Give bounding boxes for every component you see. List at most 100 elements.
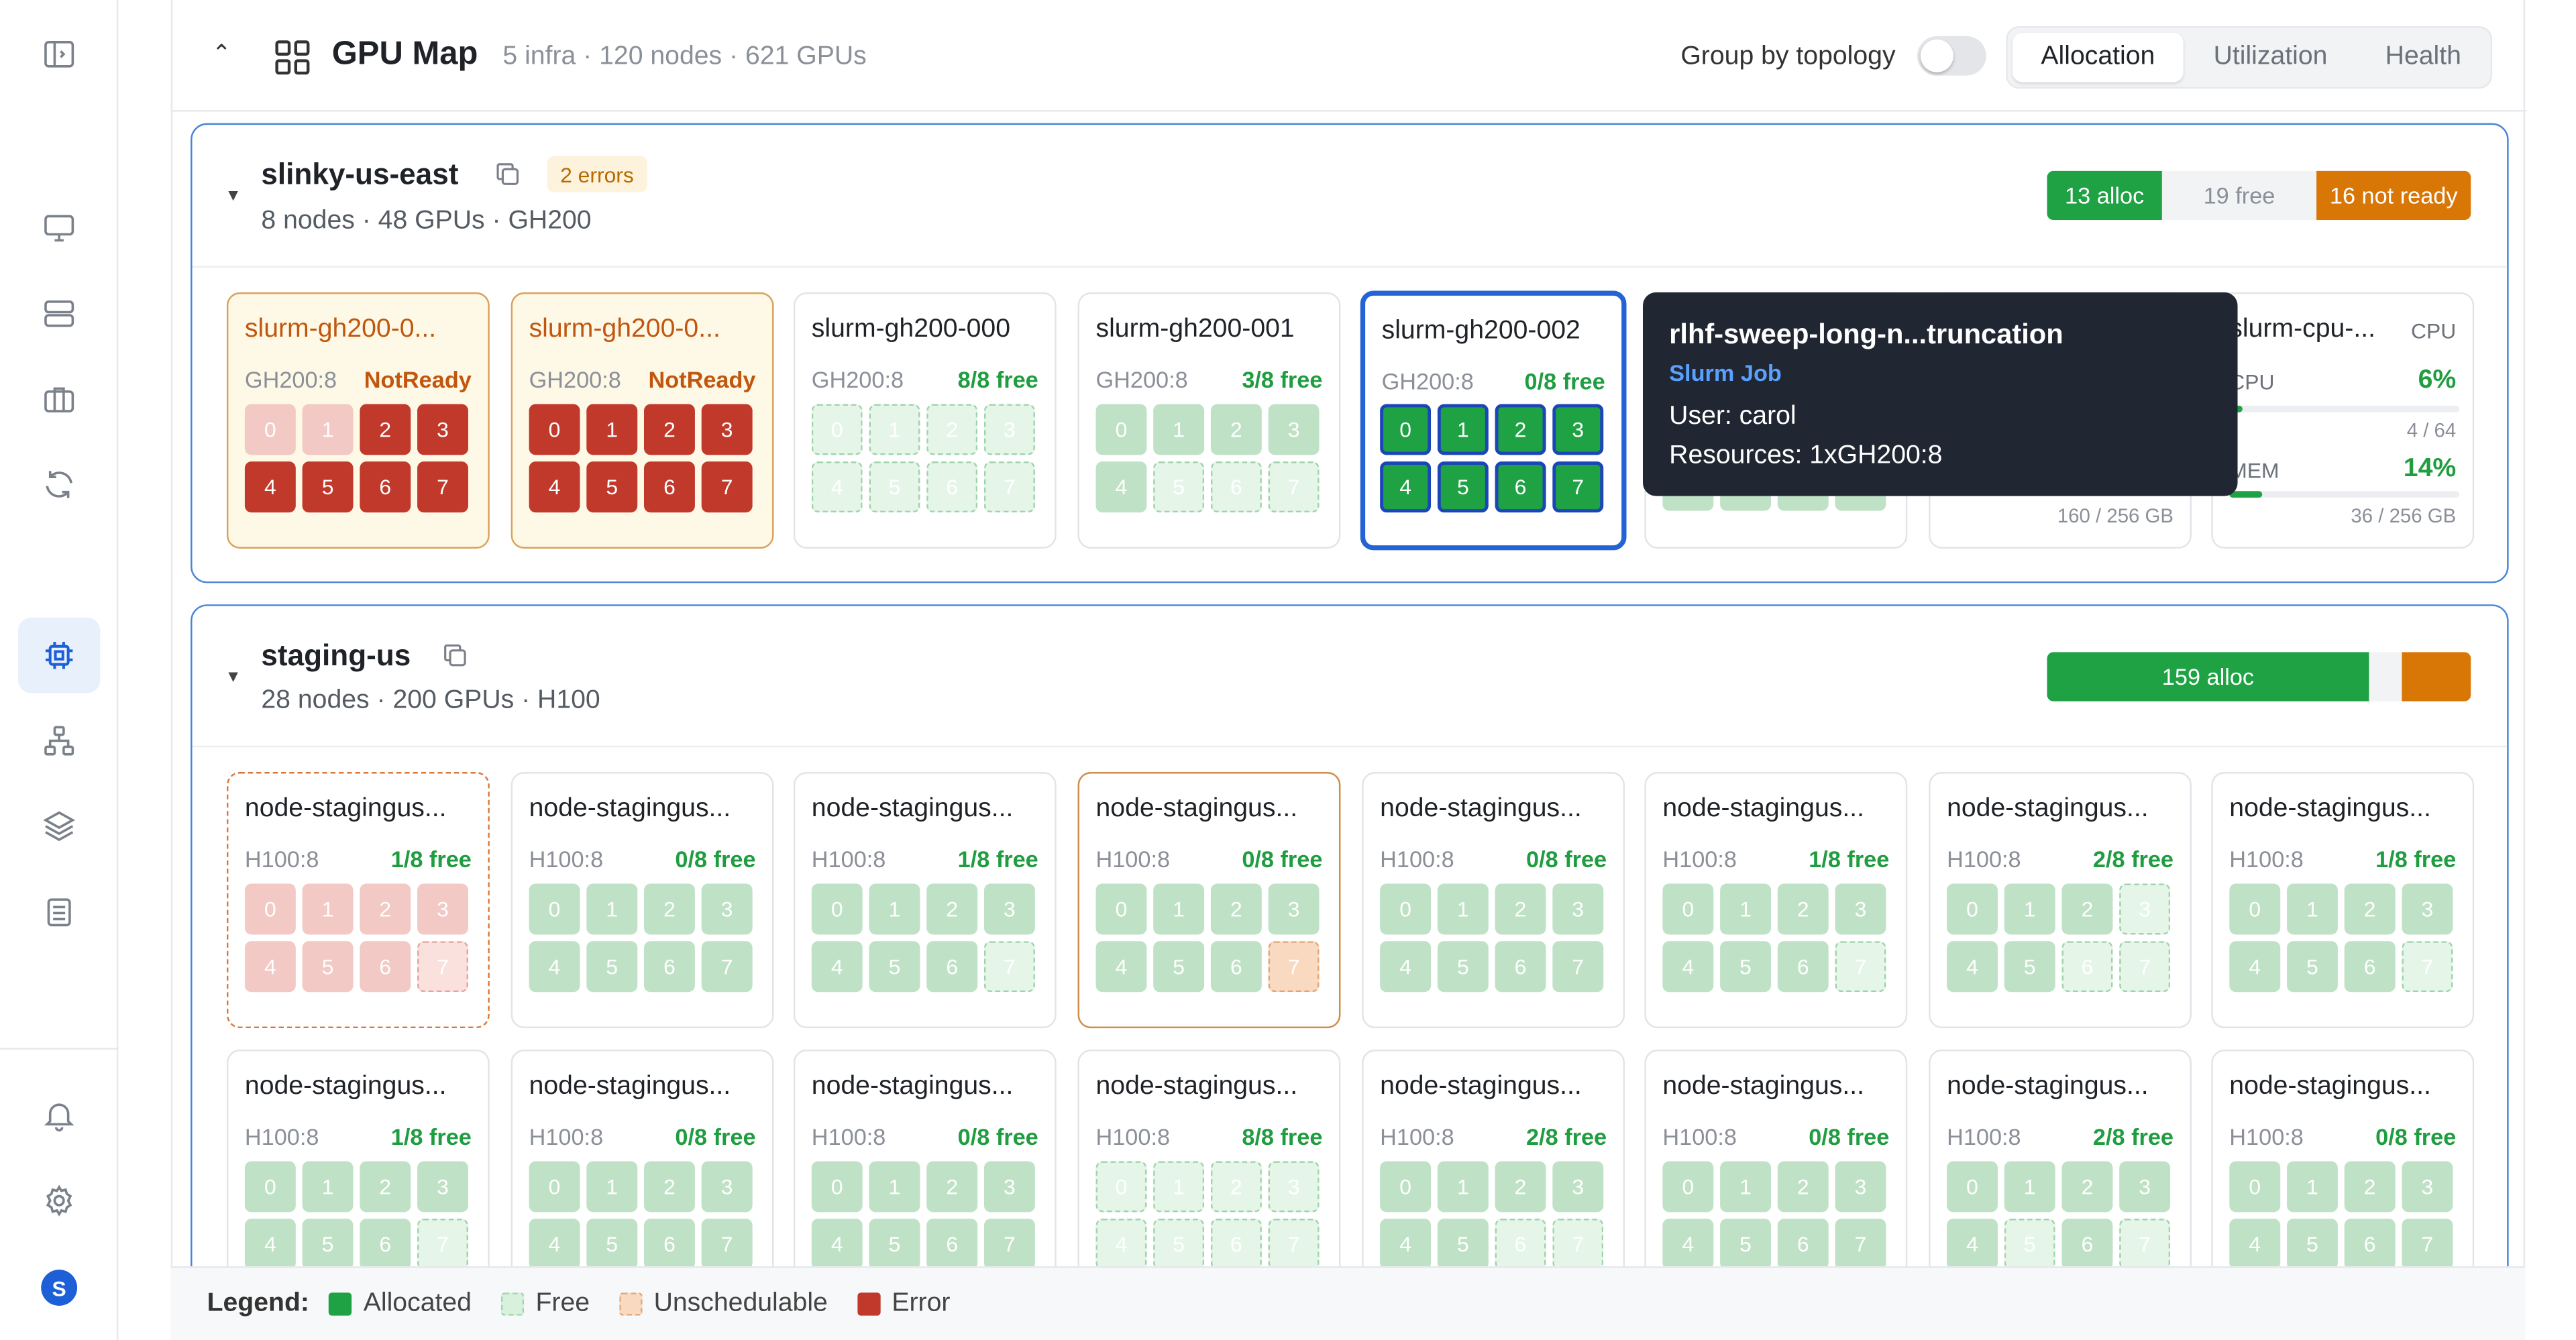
tab-allocation[interactable]: Allocation: [2012, 32, 2184, 82]
gpu-cell[interactable]: 7: [1835, 941, 1886, 993]
gpu-cell[interactable]: 0: [1095, 1161, 1147, 1213]
gpu-cell[interactable]: 3: [417, 1161, 468, 1213]
gpu-cell[interactable]: 0: [1095, 883, 1147, 935]
gpu-cell[interactable]: 0: [1380, 404, 1432, 455]
gpu-cell[interactable]: 7: [1552, 941, 1604, 993]
node-card[interactable]: node-stagingus... H100:8 0/8 free 0 1 2 3 4 5 6 7: [1077, 772, 1341, 1029]
gpu-cell[interactable]: 0: [244, 883, 296, 935]
node-card[interactable]: slurm-gh200-0... GH200:8 NotReady 0 1 2 3 4 5 6 7: [226, 292, 490, 549]
gpu-cell[interactable]: 7: [983, 1219, 1035, 1270]
gpu-cell[interactable]: 3: [1268, 883, 1320, 935]
gpu-cell[interactable]: 7: [701, 1219, 753, 1270]
gpu-cell[interactable]: 2: [644, 1161, 695, 1213]
gpu-cell[interactable]: 3: [1552, 883, 1604, 935]
gpu-cell[interactable]: 3: [983, 883, 1035, 935]
node-card[interactable]: node-stagingus... H100:8 8/8 free 0 1 2 3 4 5 6 7: [1077, 1049, 1341, 1293]
gpu-cell[interactable]: 5: [2004, 1219, 2055, 1270]
gpu-cell[interactable]: 7: [1835, 1219, 1886, 1270]
gpu-cell[interactable]: 7: [983, 461, 1035, 513]
gpu-cell[interactable]: 2: [1495, 404, 1546, 455]
gpu-cell[interactable]: 2: [2061, 883, 2113, 935]
gpu-cell[interactable]: 5: [586, 461, 638, 513]
gpu-cell[interactable]: 0: [811, 883, 863, 935]
gpu-cell[interactable]: 4: [1947, 1219, 1998, 1270]
gpu-cell[interactable]: 1: [1720, 883, 1772, 935]
gpu-cell[interactable]: 0: [244, 1161, 296, 1213]
gpu-cell[interactable]: 2: [1777, 1161, 1829, 1213]
gpu-cell[interactable]: 3: [1552, 1161, 1604, 1213]
gpu-cell[interactable]: 4: [1380, 461, 1432, 513]
gpu-cell[interactable]: 1: [869, 404, 920, 455]
gpu-cell[interactable]: 6: [1495, 461, 1546, 513]
gpu-cell[interactable]: 5: [586, 1219, 638, 1270]
gpu-cell[interactable]: 7: [1268, 461, 1320, 513]
gpu-cell[interactable]: 4: [2229, 1219, 2281, 1270]
gpu-cell[interactable]: 0: [1947, 1161, 1998, 1213]
gpu-cell[interactable]: 5: [1153, 1219, 1205, 1270]
gpu-cell[interactable]: 4: [244, 1219, 296, 1270]
node-card[interactable]: node-stagingus... H100:8 0/8 free 0 1 2 3 4 5 6 7: [511, 772, 774, 1029]
gpu-cell[interactable]: 7: [2402, 941, 2453, 993]
gpu-cell[interactable]: 3: [417, 404, 468, 455]
gpu-cell[interactable]: 4: [529, 941, 580, 993]
gpu-cell[interactable]: 6: [2344, 1219, 2396, 1270]
clipboard-icon[interactable]: [30, 882, 89, 941]
gpu-cell[interactable]: 5: [869, 941, 920, 993]
gpu-cell[interactable]: 2: [926, 404, 978, 455]
gpu-cell[interactable]: 4: [811, 1219, 863, 1270]
server-icon[interactable]: [30, 284, 89, 343]
gpu-cell[interactable]: 0: [529, 404, 580, 455]
gpu-cell[interactable]: 2: [1495, 1161, 1546, 1213]
gpu-cell[interactable]: 5: [302, 1219, 354, 1270]
gpu-cell[interactable]: 7: [701, 461, 753, 513]
gpu-cell[interactable]: 2: [1210, 1161, 1262, 1213]
gpu-cell[interactable]: 7: [1268, 1219, 1320, 1270]
gpu-cell[interactable]: 6: [1777, 941, 1829, 993]
gpu-cell[interactable]: 5: [2004, 941, 2055, 993]
gpu-cell[interactable]: 3: [701, 1161, 753, 1213]
gpu-cell[interactable]: 6: [644, 941, 695, 993]
gpu-cell[interactable]: 4: [1095, 941, 1147, 993]
gpu-cell[interactable]: 1: [586, 404, 638, 455]
gpu-cell[interactable]: 6: [360, 461, 411, 513]
gpu-cell[interactable]: 0: [1380, 1161, 1432, 1213]
gpu-cell[interactable]: 2: [926, 883, 978, 935]
gpu-cell[interactable]: 0: [1095, 404, 1147, 455]
gpu-cell[interactable]: 5: [1437, 941, 1489, 993]
gpu-cell[interactable]: 1: [2287, 1161, 2338, 1213]
gpu-cell[interactable]: 2: [2061, 1161, 2113, 1213]
node-card[interactable]: slurm-gh200-001 GH200:8 3/8 free 0 1 2 3 4 5 6 7: [1077, 292, 1341, 549]
gpu-cell[interactable]: 1: [1437, 1161, 1489, 1213]
node-card[interactable]: node-stagingus... H100:8 1/8 free 0 1 2 3 4 5 6 7: [226, 772, 490, 1029]
briefcase-icon[interactable]: [30, 370, 89, 429]
gpu-cell[interactable]: 0: [529, 1161, 580, 1213]
gpu-cell[interactable]: 7: [1552, 461, 1604, 513]
node-card[interactable]: node-stagingus... H100:8 0/8 free 0 1 2 3 4 5 6 7: [2211, 1049, 2475, 1293]
gpu-cell[interactable]: 1: [1720, 1161, 1772, 1213]
gpu-cell[interactable]: 4: [1662, 1219, 1714, 1270]
gpu-cell[interactable]: 1: [1437, 404, 1489, 455]
gpu-cell[interactable]: 2: [1495, 883, 1546, 935]
gpu-cell[interactable]: 6: [1495, 941, 1546, 993]
gpu-cell[interactable]: 7: [417, 461, 468, 513]
gpu-cell[interactable]: 1: [302, 404, 354, 455]
gpu-cell[interactable]: 5: [869, 1219, 920, 1270]
tab-utilization[interactable]: Utilization: [2213, 42, 2328, 71]
node-card[interactable]: node-stagingus... H100:8 2/8 free 0 1 2 3 4 5 6 7: [1362, 1049, 1625, 1293]
gpu-cell[interactable]: 4: [529, 1219, 580, 1270]
copy-icon[interactable]: [442, 643, 468, 677]
cluster-caret-icon[interactable]: ▼: [225, 187, 241, 206]
gpu-cell[interactable]: 6: [2344, 941, 2396, 993]
gpu-cell[interactable]: 3: [2119, 883, 2171, 935]
node-card[interactable]: node-stagingus... H100:8 1/8 free 0 1 2 3 4 5 6 7: [1644, 772, 1908, 1029]
sidebar-toggle-icon[interactable]: [30, 25, 89, 84]
node-card[interactable]: slurm-gh200-0... GH200:8 NotReady 0 1 2 3 4 5 6 7: [511, 292, 774, 549]
gpu-cell[interactable]: 2: [360, 1161, 411, 1213]
gpu-cell[interactable]: 0: [2229, 1161, 2281, 1213]
gpu-cell[interactable]: 0: [244, 404, 296, 455]
gpu-cell[interactable]: 4: [244, 941, 296, 993]
gpu-cell[interactable]: 3: [1835, 1161, 1886, 1213]
cpu-node-card[interactable]: slurm-cpu-... CPU CPU 6% 4 / 64 MEM 14% 36 / 25…: [2211, 292, 2475, 549]
gpu-cell[interactable]: 3: [1552, 404, 1604, 455]
gpu-cell[interactable]: 6: [644, 1219, 695, 1270]
